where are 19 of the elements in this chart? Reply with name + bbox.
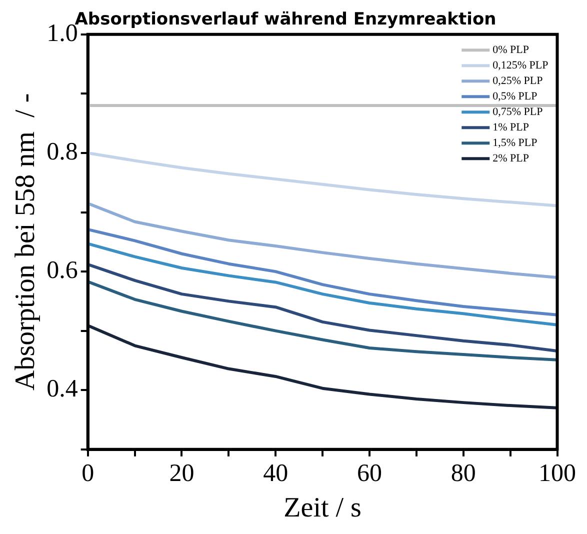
legend-label: 0,125% PLP (492, 60, 548, 72)
legend-label: 2% PLP (492, 152, 530, 165)
legend-label: 1,5% PLP (492, 137, 538, 150)
y-tick-label: 0.8 (46, 138, 78, 166)
legend-label: 0,5% PLP (492, 90, 538, 103)
x-tick-label: 60 (356, 460, 382, 487)
legend-label: 0,75% PLP (492, 106, 543, 118)
x-tick-label: 0 (82, 460, 94, 487)
x-tick-label: 80 (450, 460, 476, 487)
y-axis-title: Absorption bei 558 nm / - (10, 93, 42, 390)
y-tick-label: 0.4 (46, 376, 78, 403)
y-tick-label: 0.6 (46, 257, 78, 284)
legend-label: 1% PLP (492, 122, 530, 134)
legend-label: 0,25% PLP (492, 75, 543, 88)
x-tick-label: 40 (263, 460, 288, 487)
x-axis-title: Zeit / s (284, 492, 362, 524)
legend-label: 0% PLP (492, 44, 530, 56)
x-tick-label: 20 (169, 460, 194, 487)
x-tick-label: 100 (538, 460, 576, 487)
